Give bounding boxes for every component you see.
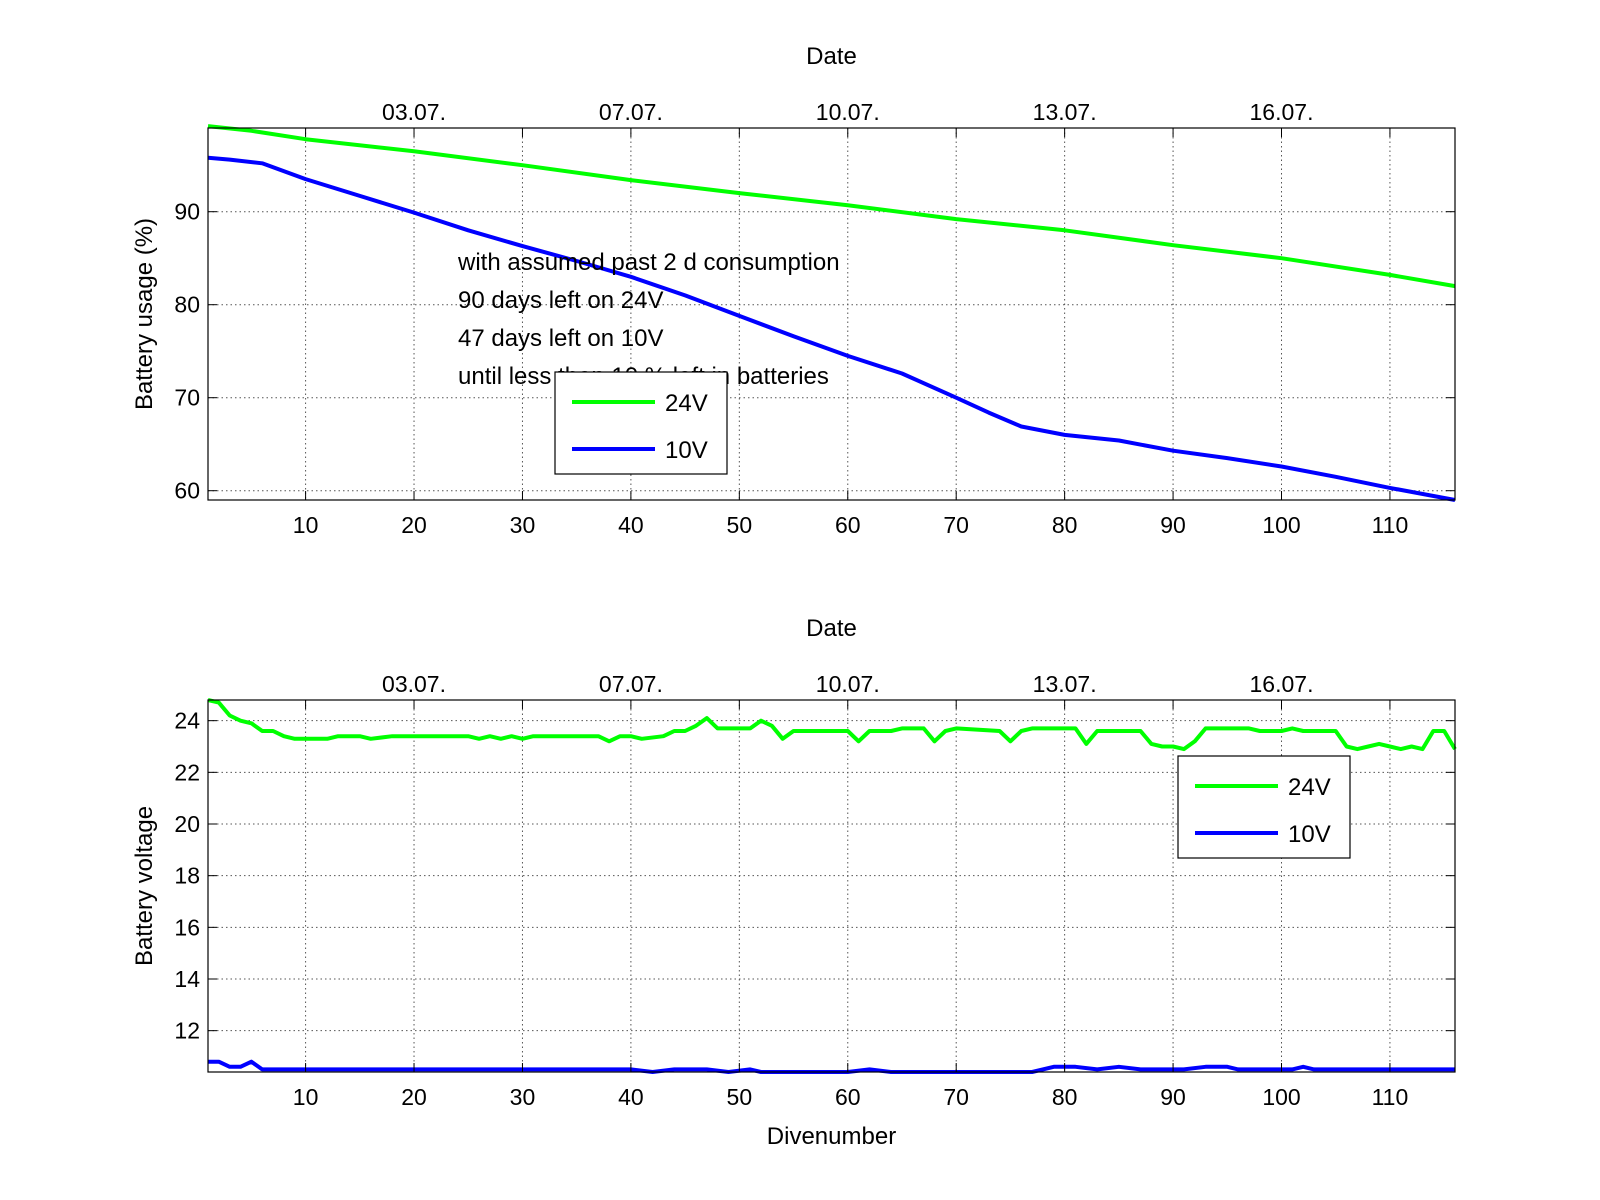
- x-tick-label: 80: [1052, 1084, 1078, 1110]
- x-tick-label: 40: [618, 1084, 644, 1110]
- y-tick-label: 70: [174, 385, 200, 411]
- y-axis-label: Battery voltage: [131, 806, 158, 966]
- top-axis-label: Date: [806, 615, 857, 642]
- top-date-tick-label: 13.07.: [1033, 671, 1097, 697]
- plot-frame: [207, 127, 1456, 501]
- series-line-10V: [207, 155, 1456, 502]
- top-date-tick-label: 07.07.: [599, 99, 663, 125]
- legend-label-10V: 10V: [1288, 821, 1331, 848]
- x-tick-label: 80: [1052, 512, 1078, 538]
- x-tick-label: 60: [835, 512, 861, 538]
- legend-label-10V: 10V: [665, 437, 708, 464]
- top-axis-label: Date: [806, 43, 857, 70]
- y-tick-label: 20: [174, 811, 200, 837]
- y-tick-label: 16: [174, 914, 200, 940]
- y-tick-label: 14: [174, 966, 200, 992]
- top-date-tick-label: 03.07.: [382, 99, 446, 125]
- top-date-tick-label: 16.07.: [1250, 99, 1314, 125]
- x-tick-label: 70: [943, 512, 969, 538]
- x-tick-label: 10: [293, 1084, 319, 1110]
- x-tick-label: 100: [1262, 1084, 1300, 1110]
- x-tick-label: 70: [943, 1084, 969, 1110]
- top-date-tick-label: 10.07.: [816, 99, 880, 125]
- x-tick-label: 40: [618, 512, 644, 538]
- x-tick-label: 110: [1372, 512, 1409, 538]
- x-tick-label: 90: [1160, 1084, 1186, 1110]
- annotation-line: 47 days left on 10V: [458, 325, 663, 352]
- x-tick-label: 90: [1160, 512, 1186, 538]
- x-tick-label: 10: [293, 512, 319, 538]
- legend: 24V 10V: [554, 371, 728, 475]
- legend-box: [1177, 755, 1351, 859]
- chart-panel-2: 10 20 30 40 50 60 70 80 90 100 110 12 14 16 18 20 22 24 03…: [131, 615, 1457, 1150]
- x-tick-label: 110: [1372, 1084, 1409, 1110]
- legend-label-24V: 24V: [1288, 774, 1331, 801]
- x-tick-label: 20: [401, 512, 427, 538]
- y-tick-label: 90: [174, 199, 200, 225]
- x-tick-label: 30: [510, 1084, 536, 1110]
- top-date-tick-label: 03.07.: [382, 671, 446, 697]
- top-date-tick-label: 16.07.: [1250, 671, 1314, 697]
- x-tick-label: 60: [835, 1084, 861, 1110]
- series-line-10V: [208, 1059, 1455, 1074]
- x-tick-label: 20: [401, 1084, 427, 1110]
- annotation-line: 90 days left on 24V: [458, 287, 663, 314]
- x-axis-label: Divenumber: [767, 1123, 896, 1150]
- top-date-tick-label: 07.07.: [599, 671, 663, 697]
- y-tick-label: 22: [174, 759, 200, 785]
- series-line-24V: [207, 698, 1457, 752]
- series-line-24V: [207, 124, 1456, 289]
- legend-box: [554, 371, 728, 475]
- y-tick-label: 18: [174, 863, 200, 889]
- x-tick-label: 50: [727, 512, 753, 538]
- x-tick-label: 100: [1262, 512, 1300, 538]
- chart-panel-1: 10 20 30 40 50 60 70 80 90 100 110 60 70 80 90 03.07. 07…: [131, 43, 1456, 538]
- y-axis-label: Battery usage (%): [131, 218, 158, 410]
- x-tick-label: 30: [510, 512, 536, 538]
- legend-label-24V: 24V: [665, 390, 708, 417]
- annotation-line: with assumed past 2 d consumption: [457, 249, 840, 276]
- y-tick-label: 12: [174, 1018, 200, 1044]
- top-date-tick-label: 10.07.: [816, 671, 880, 697]
- y-tick-label: 60: [174, 478, 200, 504]
- top-date-tick-label: 13.07.: [1033, 99, 1097, 125]
- y-tick-label: 80: [174, 292, 200, 318]
- legend: 24V 10V: [1177, 755, 1351, 859]
- y-tick-label: 24: [174, 708, 200, 734]
- x-tick-label: 50: [727, 1084, 753, 1110]
- plot-frame: [207, 699, 1456, 1073]
